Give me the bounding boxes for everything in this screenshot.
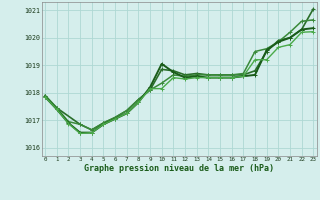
X-axis label: Graphe pression niveau de la mer (hPa): Graphe pression niveau de la mer (hPa) (84, 164, 274, 173)
